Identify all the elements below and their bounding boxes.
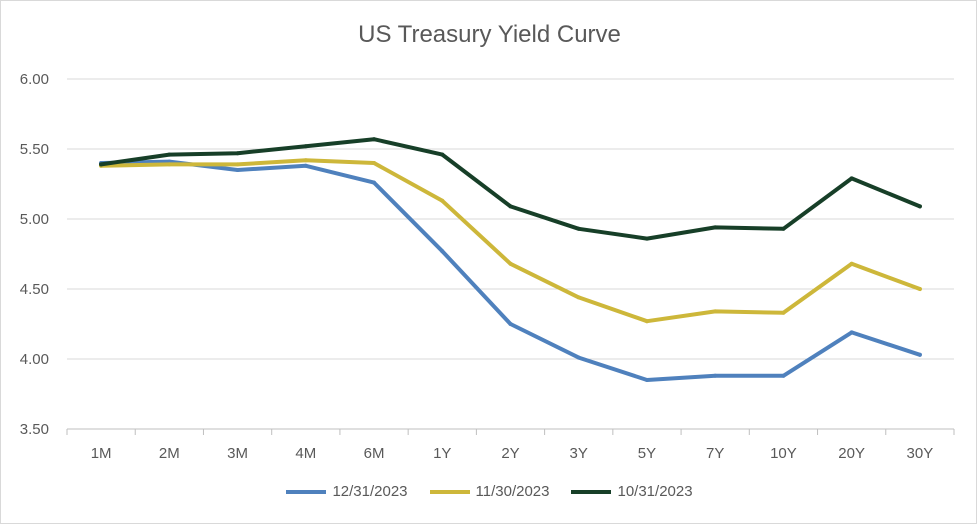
x-tick-label: 30Y — [907, 445, 934, 462]
x-tick-label: 6M — [364, 445, 385, 462]
data-point — [440, 198, 445, 203]
data-point — [849, 330, 854, 335]
data-point — [576, 226, 581, 231]
data-point — [917, 287, 922, 291]
data-point — [508, 261, 513, 266]
y-tick-label: 3.50 — [20, 421, 49, 438]
data-point — [713, 373, 718, 378]
data-point — [303, 158, 308, 163]
data-point — [576, 355, 581, 360]
x-tick-label: 2M — [159, 445, 180, 462]
data-point — [849, 176, 854, 181]
data-point — [167, 162, 172, 167]
x-tick-label: 5Y — [638, 445, 656, 462]
x-tick-label: 1M — [91, 445, 112, 462]
x-tick-label: 2Y — [501, 445, 519, 462]
data-point — [713, 309, 718, 314]
legend-label: 11/30/2023 — [475, 483, 550, 500]
data-point — [167, 152, 172, 157]
x-tick-label: 7Y — [706, 445, 724, 462]
y-tick-label: 5.50 — [20, 141, 49, 158]
chart-title: US Treasury Yield Curve — [358, 21, 621, 48]
data-point — [713, 225, 718, 230]
data-point — [781, 310, 786, 315]
legend-swatch — [286, 489, 327, 494]
legend-swatch — [571, 489, 612, 494]
y-tick-label: 4.50 — [20, 281, 49, 298]
data-point — [781, 373, 786, 378]
x-tick-label: 3Y — [570, 445, 588, 462]
series-line-10-31-2023 — [99, 137, 922, 241]
x-tick-label: 3M — [227, 445, 248, 462]
data-point — [508, 204, 513, 209]
series-line-12-31-2023 — [99, 159, 922, 382]
data-point — [781, 226, 786, 231]
legend-item: 11/30/2023 — [429, 483, 550, 500]
data-point — [508, 322, 513, 326]
data-point — [235, 168, 240, 172]
data-point — [644, 319, 649, 324]
x-tick-label: 10Y — [770, 445, 797, 462]
y-tick-label: 6.00 — [20, 71, 49, 88]
data-point — [644, 378, 649, 382]
data-point — [303, 144, 308, 149]
data-point — [372, 161, 377, 165]
legend-swatch — [429, 489, 470, 494]
legend-label: 10/31/2023 — [617, 483, 693, 500]
data-point — [235, 151, 240, 156]
legend: 12/31/2023 11/30/2023 10/31/2023 — [1, 483, 977, 500]
data-point — [576, 295, 581, 300]
data-point — [235, 162, 240, 167]
data-point — [917, 352, 922, 357]
legend-item: 12/31/2023 — [286, 483, 408, 500]
x-tick-label: 20Y — [838, 445, 865, 462]
data-point — [440, 152, 445, 157]
y-tick-label: 5.00 — [20, 211, 49, 228]
data-point — [372, 137, 377, 142]
data-point — [99, 162, 104, 167]
legend-item: 10/31/2023 — [571, 483, 693, 500]
data-point — [644, 236, 649, 241]
x-tick-label: 4M — [295, 445, 316, 462]
data-point — [372, 180, 377, 185]
data-point — [917, 204, 922, 209]
data-point — [849, 261, 854, 266]
legend-label: 12/31/2023 — [332, 483, 408, 500]
series-line-11-30-2023 — [99, 158, 922, 324]
x-tick-label: 1Y — [433, 445, 451, 462]
y-tick-label: 4.00 — [20, 351, 49, 368]
data-point — [440, 249, 445, 254]
data-point — [303, 163, 308, 168]
